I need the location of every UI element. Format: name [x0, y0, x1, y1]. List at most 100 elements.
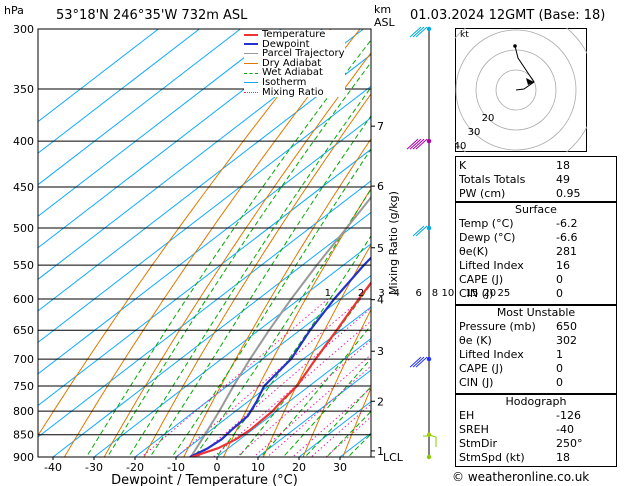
dry-adiabat-line: [621, 29, 629, 457]
wind-barb: [415, 225, 428, 237]
isotherm-line: [38, 29, 200, 154]
row-label: Lifted Index: [459, 348, 524, 361]
pressure-tick-label: 550: [13, 259, 34, 272]
wind-level-dot: [426, 454, 432, 460]
isotherm-line: [38, 54, 371, 312]
km-tick-label: 6: [377, 180, 384, 193]
wet-adiabat-line: [238, 283, 371, 457]
mixing-ratio-line: [266, 365, 371, 457]
pressure-tick-label: 900: [13, 451, 34, 464]
wind-barb: [415, 26, 428, 38]
legend-label: Dewpoint: [262, 38, 310, 50]
lcl-label: LCL: [383, 451, 404, 464]
hodograph-arrow: [526, 78, 534, 85]
pressure-tick-label: 450: [13, 181, 34, 194]
table-row: SREH -40: [456, 423, 616, 437]
x-tick-label: -40: [44, 461, 62, 474]
wind-barb: [409, 138, 422, 150]
legend-entry: Parcel Trajectory: [244, 49, 345, 59]
legend-swatch: [244, 91, 258, 93]
table-row: Totals Totals 49: [456, 173, 616, 187]
wind-barb: [409, 356, 422, 368]
table-row: StmSpd (kt) 18: [456, 451, 616, 465]
legend-swatch: [244, 33, 258, 36]
pressure-tick-label: 500: [13, 222, 34, 235]
row-value: 0: [556, 362, 563, 375]
row-label: EH: [459, 409, 475, 422]
row-value: 16: [556, 259, 570, 272]
wet-adiabat-line: [106, 61, 371, 457]
wind-level-dot: [426, 138, 432, 144]
row-label: Pressure (mb): [459, 320, 536, 333]
mixing-ratio-label: 15: [466, 288, 479, 299]
table-row: CIN (J) 0: [456, 287, 616, 301]
wind-barb: [412, 26, 425, 38]
pressure-tick-label: 600: [13, 293, 34, 306]
legend-entry: Mixing Ratio: [244, 87, 345, 98]
legend-swatch: [244, 72, 258, 74]
row-value: 18: [556, 451, 570, 464]
pressure-tick-label: 400: [13, 135, 34, 148]
footer-credit: © weatheronline.co.uk: [452, 470, 590, 484]
row-label: θe(K): [459, 245, 489, 258]
table-row: Dewp (°C) -6.6: [456, 231, 616, 245]
pressure-tick-label: 700: [13, 353, 34, 366]
wind-barb: [412, 138, 425, 150]
legend-swatch: [244, 53, 258, 55]
row-value: -40: [556, 423, 574, 436]
hodograph-ring: [455, 29, 577, 151]
x-tick-label: -20: [126, 461, 144, 474]
hodo-title: Hodograph: [505, 395, 567, 408]
row-label: CAPE (J): [459, 362, 504, 375]
row-value: -6.2: [556, 217, 578, 230]
table-row: StmDir 250°: [456, 437, 616, 451]
row-label: CAPE (J): [459, 273, 504, 286]
row-label: CIN (J): [459, 376, 494, 389]
wet-adiabat-line: [149, 114, 371, 457]
mixing-ratio-label: 25: [497, 288, 510, 299]
surface-title: Surface: [515, 203, 557, 216]
isotherm-line: [38, 85, 371, 344]
surface-table: Surface Temp (°C) -6.2 Dewp (°C) -6.6 θe(K) 2…: [455, 202, 617, 305]
wet-adiabat-line: [85, 39, 371, 457]
row-label: Temp (°C): [459, 217, 514, 230]
legend-label: Dry Adiabat: [262, 57, 322, 69]
legend-entry: Dewpoint: [244, 38, 345, 50]
isotherm-line: [38, 29, 241, 186]
wind-barb: [415, 138, 428, 150]
legend: Temperature Dewpoint Parcel Trajectory Dry …: [244, 30, 345, 98]
indices-table: K 18 Totals Totals 49 PW (cm) 0.95: [455, 156, 617, 202]
row-value: 1: [556, 348, 563, 361]
asl-label: ASL: [374, 16, 395, 29]
row-label: K: [459, 159, 467, 172]
wet-adiabat-line: [193, 188, 371, 457]
table-row: θe(K) 281: [456, 245, 616, 259]
wet-adiabat-line: [326, 410, 371, 457]
mixing-ratio-label: 4: [393, 288, 399, 299]
location-title: 53°18'N 246°35'W 732m ASL: [56, 8, 248, 23]
row-label: θe (K): [459, 334, 492, 347]
x-tick-label: 0: [214, 461, 221, 474]
mixing-ratio-line: [253, 353, 371, 457]
isotherm-line: [38, 29, 282, 217]
legend-swatch: [244, 63, 258, 65]
km-tick-label: 1: [377, 445, 384, 458]
x-axis-title: Dewpoint / Temperature (°C): [111, 473, 298, 486]
hodo-table: Hodograph EH -126 SREH -40 StmDir 250° StmSpd …: [455, 394, 617, 467]
mixing-ratio-label: 2: [358, 288, 364, 299]
table-row: Temp (°C) -6.2: [456, 217, 616, 231]
x-tick-label: -10: [167, 461, 185, 474]
mixing-ratio-line: [213, 320, 371, 457]
wind-level-dot: [426, 356, 432, 362]
km-tick-label: 5: [377, 242, 384, 255]
row-value: -6.6: [556, 231, 578, 244]
mixing-ratio-label: 20: [483, 288, 496, 299]
x-tick-label: 30: [333, 461, 347, 474]
mixing-ratio-label: 1: [325, 288, 331, 299]
mixing-ratio-line: [236, 339, 371, 457]
pressure-tick-label: 850: [13, 429, 34, 442]
table-row: Lifted Index 16: [456, 259, 616, 273]
isotherm-line: [38, 117, 371, 375]
row-value: 0.95: [556, 187, 581, 200]
